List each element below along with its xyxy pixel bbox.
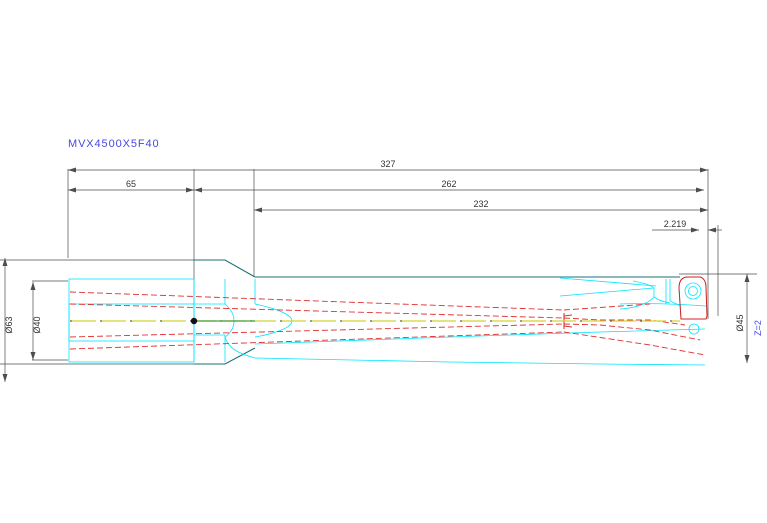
svg-text:232: 232 [473,199,488,209]
svg-text:262: 262 [441,179,456,189]
svg-text:Ø40: Ø40 [32,316,42,333]
svg-text:Ø45: Ø45 [735,314,745,331]
svg-text:65: 65 [126,179,136,189]
svg-text:Ø63: Ø63 [4,316,14,333]
svg-text:327: 327 [380,159,395,169]
svg-text:2.219: 2.219 [664,219,687,229]
svg-text:MVX4500X5F40: MVX4500X5F40 [68,138,160,150]
svg-text:Z=2: Z=2 [753,320,763,336]
